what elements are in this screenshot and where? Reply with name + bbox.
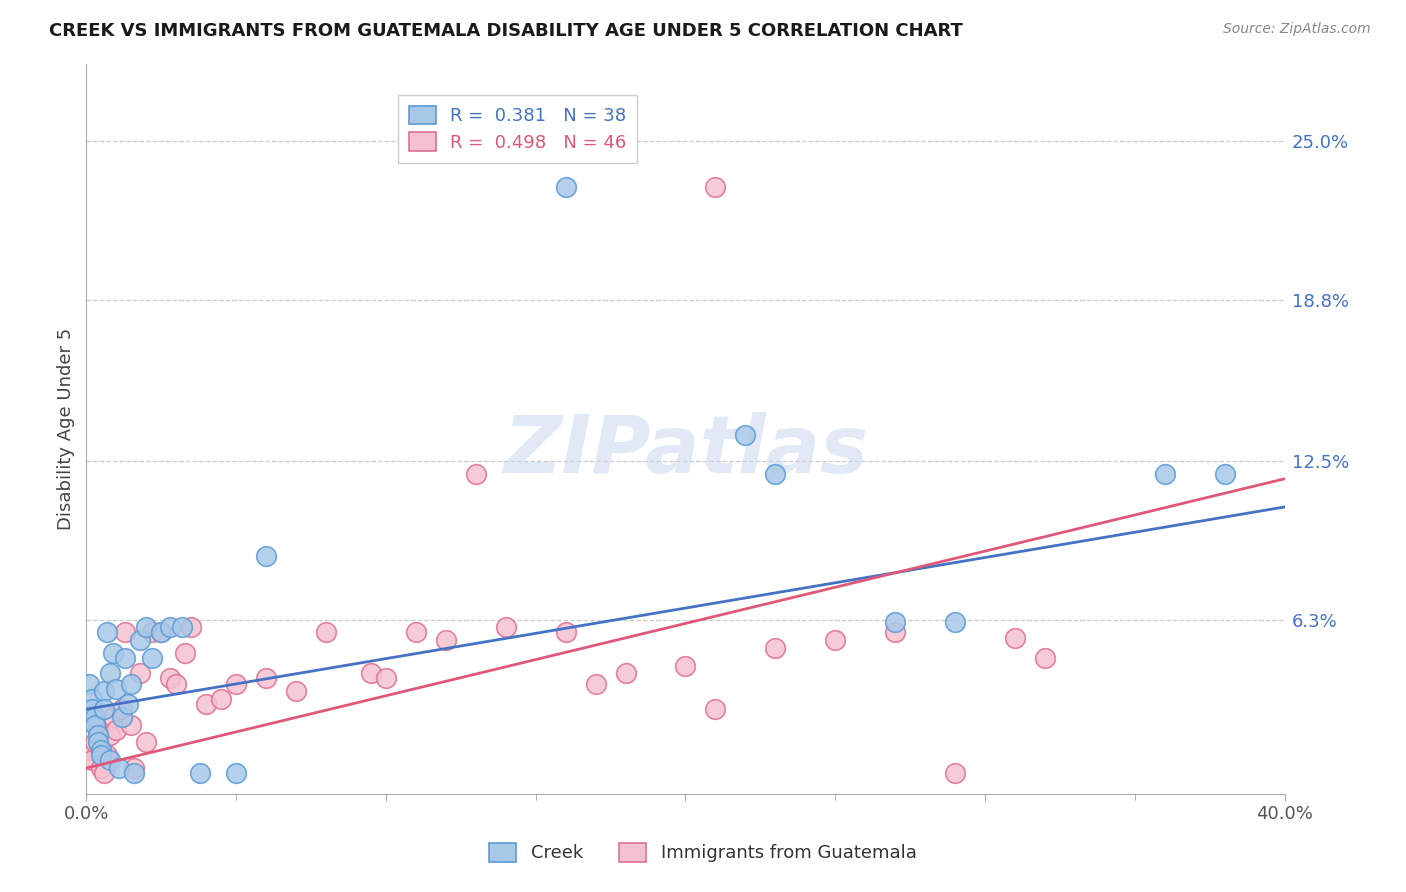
Point — [1004, 631, 1026, 645]
Text: ZIPatlas: ZIPatlas — [503, 412, 868, 490]
Point — [405, 625, 427, 640]
Point — [554, 180, 576, 194]
Legend: Creek, Immigrants from Guatemala: Creek, Immigrants from Guatemala — [482, 836, 924, 870]
Point — [87, 723, 110, 737]
Point — [122, 766, 145, 780]
Y-axis label: Disability Age Under 5: Disability Age Under 5 — [58, 327, 75, 530]
Point — [159, 672, 181, 686]
Point — [209, 692, 232, 706]
Point — [84, 710, 107, 724]
Point — [93, 702, 115, 716]
Point — [111, 710, 134, 724]
Point — [225, 676, 247, 690]
Point — [704, 180, 727, 194]
Point — [98, 753, 121, 767]
Point — [105, 723, 128, 737]
Point — [135, 735, 157, 749]
Point — [82, 702, 104, 716]
Point — [129, 666, 152, 681]
Point — [79, 743, 101, 757]
Point — [884, 625, 907, 640]
Point — [111, 702, 134, 716]
Point — [172, 620, 194, 634]
Point — [90, 761, 112, 775]
Point — [188, 766, 211, 780]
Point — [763, 467, 786, 481]
Point — [135, 620, 157, 634]
Point — [141, 625, 163, 640]
Point — [195, 697, 218, 711]
Text: CREEK VS IMMIGRANTS FROM GUATEMALA DISABILITY AGE UNDER 5 CORRELATION CHART: CREEK VS IMMIGRANTS FROM GUATEMALA DISAB… — [49, 22, 963, 40]
Point — [585, 676, 607, 690]
Point — [315, 625, 337, 640]
Point — [360, 666, 382, 681]
Point — [122, 761, 145, 775]
Point — [96, 748, 118, 763]
Point — [704, 702, 727, 716]
Point — [464, 467, 486, 481]
Point — [87, 728, 110, 742]
Point — [763, 640, 786, 655]
Point — [129, 633, 152, 648]
Point — [884, 615, 907, 629]
Point — [90, 748, 112, 763]
Point — [374, 672, 396, 686]
Point — [120, 717, 142, 731]
Point — [159, 620, 181, 634]
Point — [103, 646, 125, 660]
Point — [120, 676, 142, 690]
Point — [114, 651, 136, 665]
Point — [254, 549, 277, 563]
Point — [98, 728, 121, 742]
Point — [108, 761, 131, 775]
Point — [824, 633, 846, 648]
Point — [82, 692, 104, 706]
Point — [554, 625, 576, 640]
Point — [285, 684, 308, 698]
Text: Source: ZipAtlas.com: Source: ZipAtlas.com — [1223, 22, 1371, 37]
Point — [1153, 467, 1175, 481]
Point — [174, 646, 197, 660]
Point — [93, 684, 115, 698]
Point — [93, 766, 115, 780]
Point — [82, 753, 104, 767]
Point — [84, 717, 107, 731]
Point — [98, 666, 121, 681]
Point — [150, 625, 173, 640]
Point — [675, 658, 697, 673]
Point — [225, 766, 247, 780]
Point — [943, 615, 966, 629]
Point — [87, 735, 110, 749]
Point — [165, 676, 187, 690]
Point — [79, 676, 101, 690]
Point — [180, 620, 202, 634]
Point — [117, 697, 139, 711]
Point — [90, 743, 112, 757]
Point — [734, 428, 756, 442]
Point — [150, 625, 173, 640]
Point — [84, 735, 107, 749]
Point — [96, 625, 118, 640]
Point — [434, 633, 457, 648]
Point — [254, 672, 277, 686]
Point — [614, 666, 637, 681]
Point — [105, 681, 128, 696]
Point — [114, 625, 136, 640]
Point — [1033, 651, 1056, 665]
Legend: R =  0.381   N = 38, R =  0.498   N = 46: R = 0.381 N = 38, R = 0.498 N = 46 — [398, 95, 637, 162]
Point — [1213, 467, 1236, 481]
Point — [943, 766, 966, 780]
Point — [141, 651, 163, 665]
Point — [495, 620, 517, 634]
Point — [103, 710, 125, 724]
